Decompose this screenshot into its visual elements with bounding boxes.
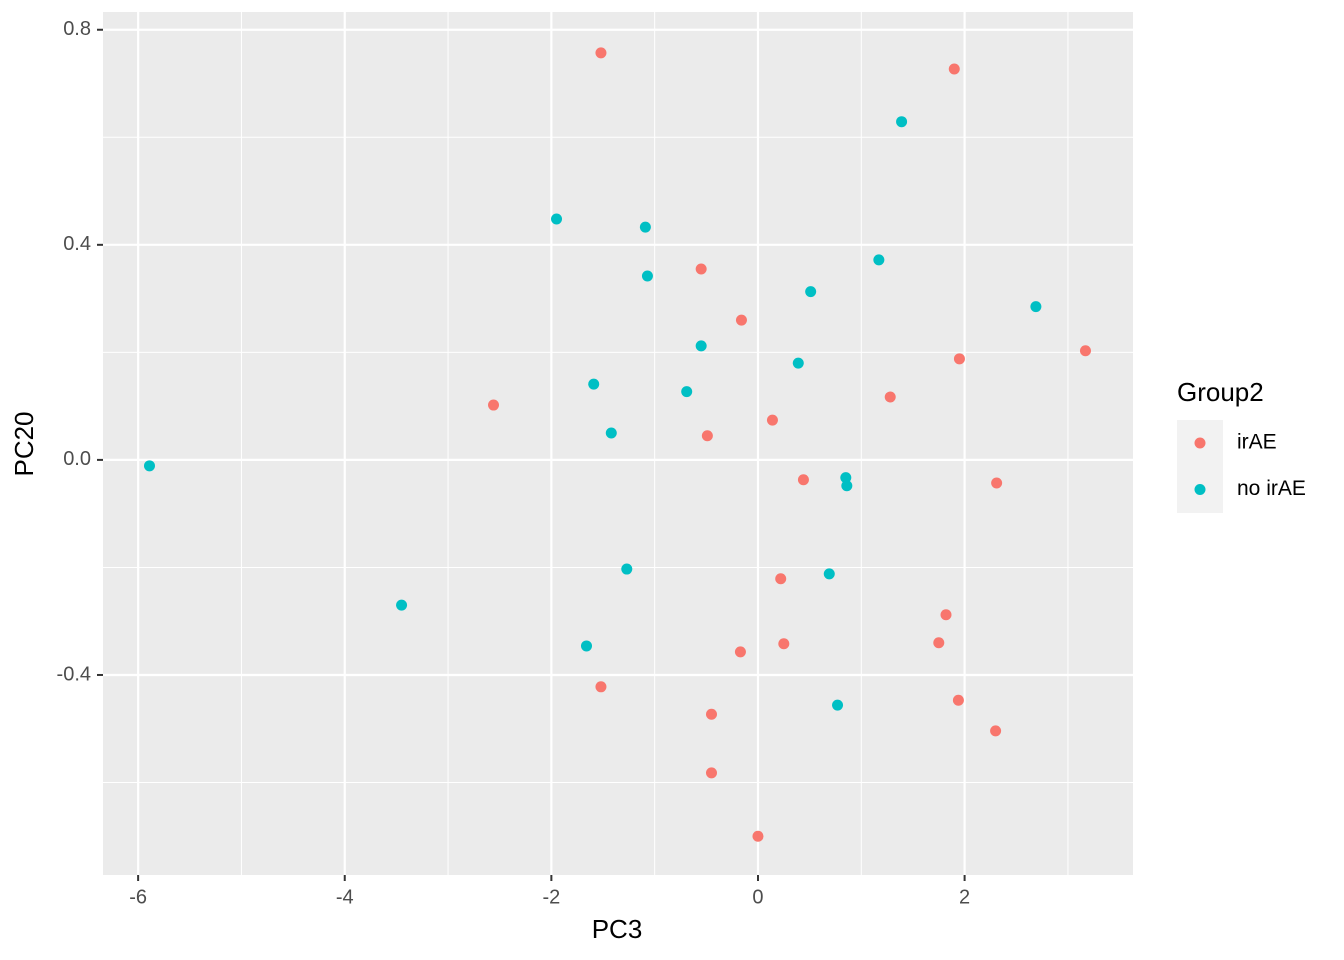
y-tick-label: 0.4 <box>63 233 91 255</box>
legend-label: no irAE <box>1237 477 1306 500</box>
point <box>580 640 592 652</box>
x-tick-label: -2 <box>542 886 560 908</box>
y-tick-label: -0.4 <box>57 663 91 685</box>
point <box>734 646 746 658</box>
point <box>639 221 651 233</box>
point <box>832 699 844 711</box>
point <box>948 63 960 75</box>
legend-key <box>1194 484 1206 495</box>
point <box>143 460 155 472</box>
point <box>933 637 945 649</box>
point <box>991 477 1003 489</box>
point <box>940 609 952 621</box>
y-tick-label: 0.8 <box>63 18 91 40</box>
point <box>792 357 804 369</box>
point <box>681 386 693 398</box>
point <box>1030 301 1042 313</box>
point <box>873 254 885 266</box>
x-tick-label: -4 <box>336 886 354 908</box>
point <box>953 353 965 365</box>
y-axis-title: PC20 <box>9 411 39 476</box>
point <box>621 563 633 575</box>
point <box>1079 345 1091 357</box>
point <box>797 474 809 486</box>
point <box>701 430 713 442</box>
legend-title: Group2 <box>1177 377 1264 407</box>
point <box>775 573 787 585</box>
point <box>705 708 717 720</box>
x-tick-label: 0 <box>752 886 763 908</box>
panel <box>103 12 1133 875</box>
point <box>595 681 607 693</box>
legend-key-area <box>1177 420 1223 513</box>
point <box>990 725 1002 737</box>
point <box>952 694 964 706</box>
point <box>823 568 835 580</box>
x-tick-label: 2 <box>959 886 970 908</box>
point <box>588 378 600 390</box>
point <box>752 830 764 842</box>
legend-key <box>1194 437 1206 449</box>
point <box>488 399 500 411</box>
legend-label: irAE <box>1237 431 1277 454</box>
point <box>705 767 717 779</box>
point <box>884 391 896 403</box>
point <box>841 480 853 492</box>
x-tick-label: -6 <box>129 886 147 908</box>
x-axis-title: PC3 <box>592 914 643 944</box>
y-tick-label: 0.0 <box>63 448 91 470</box>
point <box>695 340 707 352</box>
point <box>595 47 607 59</box>
point <box>896 116 908 128</box>
point <box>805 286 817 298</box>
point <box>551 213 563 225</box>
point <box>695 263 707 275</box>
point <box>778 638 790 650</box>
point <box>641 270 653 282</box>
point <box>735 314 747 326</box>
point <box>766 414 778 426</box>
point <box>396 599 408 611</box>
point <box>840 472 852 484</box>
point <box>605 427 617 439</box>
